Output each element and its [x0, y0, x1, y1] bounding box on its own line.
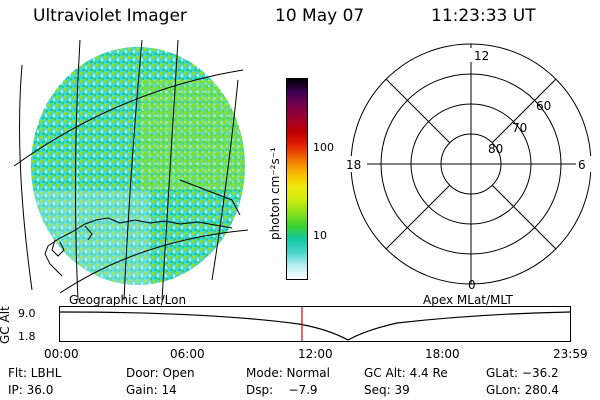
diagonal-nw — [385, 78, 451, 144]
polar-mlat-mlt-plot: 12 18 6 0 60 70 80 — [345, 43, 592, 292]
door-status: Door: Open — [126, 366, 195, 380]
altitude-curve — [59, 311, 571, 341]
timeline-xtick-0600: 06:00 — [170, 347, 205, 361]
colorbar-unit-label: photon cm⁻²s⁻¹ — [268, 147, 282, 240]
mlt-label-0: 0 — [468, 278, 476, 292]
gain-status: Gain: 14 — [126, 383, 177, 397]
coastline — [44, 217, 233, 277]
graticule-lines — [13, 40, 249, 300]
mlt-label-6: 6 — [578, 158, 586, 172]
timeline-ytick-high: 9.0 — [18, 307, 36, 320]
mode-status: Mode: Normal — [246, 366, 330, 380]
timeline-plot — [59, 306, 571, 342]
diagonal-se — [491, 184, 557, 250]
lat-label-80: 80 — [488, 142, 503, 156]
timeline-axis-label: GC Alt — [0, 306, 12, 344]
colorbar-tick-10: 10 — [313, 229, 327, 242]
uv-image-panel — [13, 40, 249, 300]
terminator-boundary — [179, 179, 241, 216]
timeline-ytick-low: 1.8 — [18, 330, 36, 343]
instrument-title: Ultraviolet Imager — [33, 6, 187, 26]
timeline-xtick-0000: 00:00 — [44, 347, 79, 361]
timeline-xtick-1800: 18:00 — [425, 347, 460, 361]
lat-label-70: 70 — [512, 121, 527, 135]
seq-status: Seq: 39 — [364, 383, 410, 397]
lat-label-60: 60 — [536, 99, 551, 113]
timeline-frame — [59, 306, 571, 342]
dsp-status: Dsp: −7.9 — [246, 383, 318, 397]
geographic-caption: Geographic Lat/Lon — [69, 293, 187, 307]
intensity-color-bar — [286, 78, 308, 280]
colorbar-tick-100: 100 — [313, 141, 334, 154]
glat-status: GLat: −36.2 — [486, 366, 559, 380]
ip-status: IP: 36.0 — [8, 383, 54, 397]
gc-alt-status: GC Alt: 4.4 Re — [364, 366, 448, 380]
glon-status: GLon: 280.4 — [486, 383, 559, 397]
timeline-xtick-1200: 12:00 — [298, 347, 333, 361]
timeline-xtick-2359: 23:59 — [553, 347, 588, 361]
diagonal-sw — [385, 184, 451, 250]
mlt-label-18: 18 — [346, 158, 361, 172]
date-label: 10 May 07 — [275, 6, 365, 26]
mlt-label-12: 12 — [474, 49, 489, 63]
time-label: 11:23:33 UT — [431, 6, 536, 26]
filter-status: Flt: LBHL — [8, 366, 62, 380]
diagonal-ne — [491, 78, 557, 144]
apex-caption: Apex MLat/MLT — [423, 293, 513, 307]
